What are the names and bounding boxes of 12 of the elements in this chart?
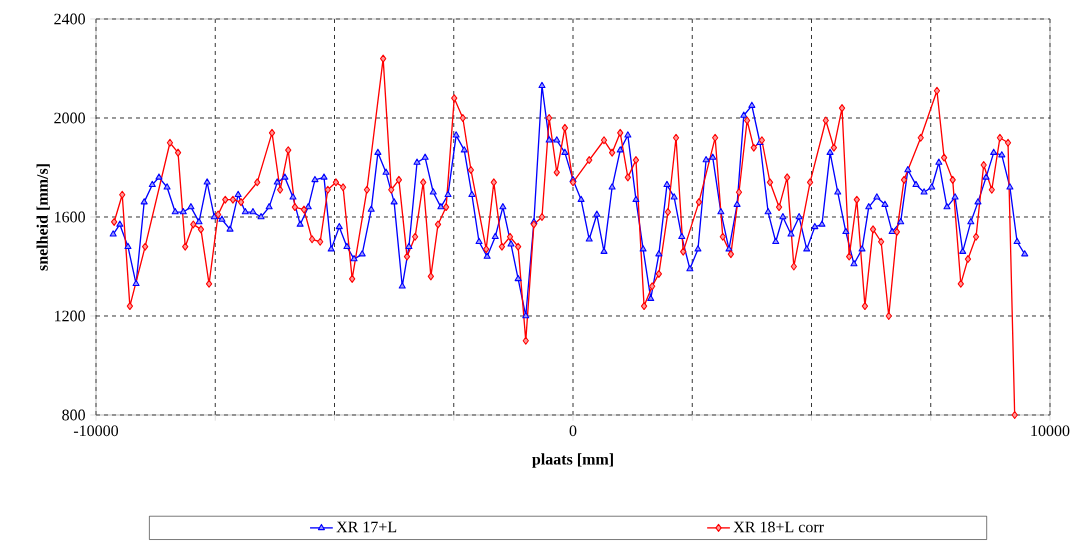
x-tick-label: 10000 — [1031, 425, 1070, 437]
y-tick-label: 2000 — [54, 112, 85, 124]
y-tick-label: 800 — [62, 409, 85, 421]
legend-label: XR 17+L — [336, 521, 397, 533]
x-tick-label: -10000 — [73, 425, 119, 437]
legend-label: XR 18+L corr — [733, 521, 824, 533]
y-tick-label: 2400 — [54, 13, 85, 25]
y-tick-label: 1200 — [55, 310, 85, 322]
y-tick-label: 1600 — [55, 211, 85, 223]
x-axis-title: plaats [mm] — [532, 453, 613, 468]
y-axis-title: snelheid [mm/s] — [36, 164, 50, 271]
x-tick-label: 0 — [569, 425, 577, 437]
